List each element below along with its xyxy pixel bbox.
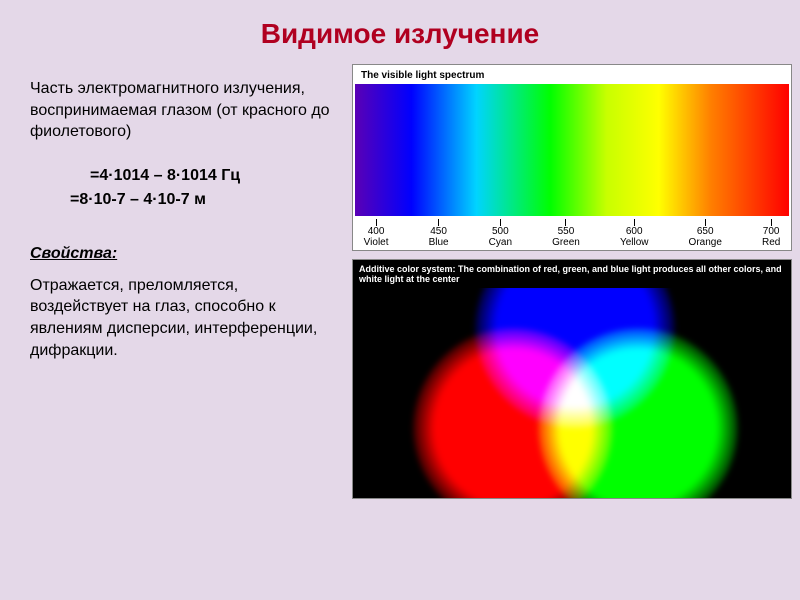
page-title: Видимое излучение — [30, 18, 770, 50]
spectrum-title: The visible light spectrum — [355, 67, 789, 84]
spectrum-tick: 700Red — [762, 219, 780, 248]
properties-text: Отражается, преломляется, воздействует н… — [30, 275, 340, 361]
properties-heading: Свойства: — [30, 245, 340, 263]
spectrum-gradient — [355, 84, 789, 216]
left-column: Часть электромагнитного излучения, воспр… — [30, 78, 340, 385]
additive-venn — [353, 288, 791, 498]
spectrum-tick: 550Green — [552, 219, 580, 248]
spectrum-tick: 450Blue — [429, 219, 449, 248]
formulas-block: =4·1014 – 8·1014 Гц =8·10-7 – 4·10-7 м — [30, 167, 340, 209]
additive-title: Additive color system: The combination o… — [353, 260, 791, 288]
formula-frequency: =4·1014 – 8·1014 Гц — [90, 167, 340, 185]
spectrum-tick: 400Violet — [364, 219, 389, 248]
spectrum-panel: The visible light spectrum 400Violet 450B… — [352, 64, 792, 251]
right-column: The visible light spectrum 400Violet 450B… — [352, 64, 792, 499]
additive-panel: Additive color system: The combination o… — [352, 259, 792, 499]
spectrum-scale: 400Violet 450Blue 500Cyan 550Green 600Yellow… — [355, 219, 789, 248]
spectrum-tick: 500Cyan — [489, 219, 512, 248]
spectrum-tick: 600Yellow — [620, 219, 649, 248]
spectrum-tick: 650Orange — [689, 219, 722, 248]
intro-text: Часть электромагнитного излучения, воспр… — [30, 78, 340, 143]
formula-wavelength: =8·10-7 – 4·10-7 м — [70, 191, 340, 209]
